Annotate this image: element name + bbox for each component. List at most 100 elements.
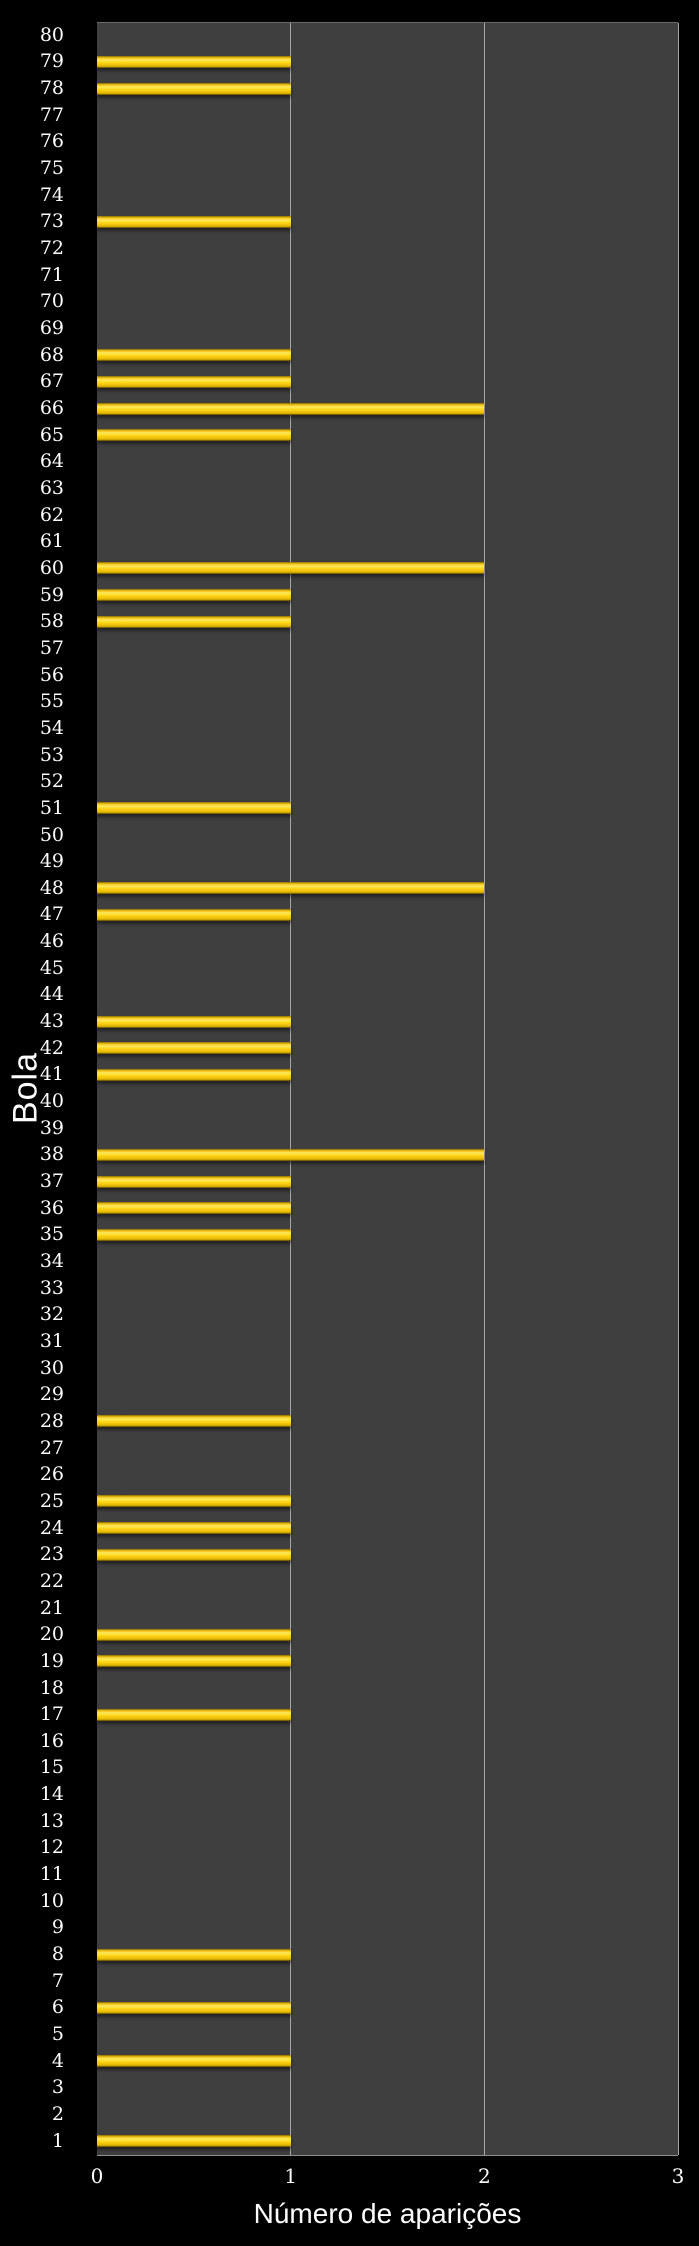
bar-area [97, 1115, 678, 1142]
bar-area [97, 1541, 678, 1568]
y-tick-label: 24 [39, 1516, 64, 1539]
y-tick-label: 34 [39, 1250, 64, 1273]
bar-area [97, 1381, 678, 1408]
chart-row: 21 [0, 1595, 699, 1622]
chart-row: 69 [0, 315, 699, 342]
chart-row: 64 [0, 449, 699, 476]
y-tick-label: 73 [39, 210, 64, 233]
y-tick-label: 31 [39, 1329, 64, 1352]
bar-area [97, 129, 678, 156]
bar-area [97, 582, 678, 609]
bar-area [97, 1515, 678, 1542]
bar-ball-35 [97, 1228, 291, 1241]
y-tick-label: 50 [39, 823, 64, 846]
bar-area [97, 1861, 678, 1888]
bar-area [97, 1621, 678, 1648]
y-tick-label: 2 [51, 2103, 64, 2126]
chart-row: 45 [0, 955, 699, 982]
bar-ball-65 [97, 429, 291, 442]
y-tick-label: 6 [51, 1996, 64, 2019]
gridline [677, 23, 679, 2155]
y-tick-label: 56 [39, 663, 64, 686]
bar-area [97, 1808, 678, 1835]
chart-row: 36 [0, 1195, 699, 1222]
bar-area [97, 555, 678, 582]
bar-area [97, 1595, 678, 1622]
bar-area [97, 1142, 678, 1169]
bar-area [97, 502, 678, 529]
bar-area [97, 1968, 678, 1995]
chart-row: 22 [0, 1568, 699, 1595]
gridline [483, 23, 485, 2155]
chart-row: 73 [0, 209, 699, 236]
bar-area [97, 1328, 678, 1355]
chart-row: 42 [0, 1035, 699, 1062]
chart-row: 76 [0, 129, 699, 156]
bar-ball-36 [97, 1202, 291, 1215]
y-tick-label: 16 [39, 1729, 64, 1752]
chart-row: 41 [0, 1062, 699, 1089]
x-tick-label: 3 [671, 2164, 685, 2188]
chart-row: 79 [0, 49, 699, 76]
y-tick-label: 68 [39, 343, 64, 366]
bar-area [97, 1088, 678, 1115]
y-tick-label: 32 [39, 1303, 64, 1326]
bar-area [97, 1915, 678, 1942]
y-tick-label: 64 [39, 450, 64, 473]
bar-ball-6 [97, 2001, 291, 2014]
bar-area [97, 1248, 678, 1275]
chart-row: 17 [0, 1701, 699, 1728]
y-tick-label: 61 [39, 530, 64, 553]
chart-row: 52 [0, 768, 699, 795]
chart-row: 46 [0, 928, 699, 955]
chart-row: 2 [0, 2101, 699, 2128]
bar-ball-78 [97, 82, 291, 95]
bar-area [97, 1675, 678, 1702]
chart-row: 61 [0, 528, 699, 555]
chart-row: 48 [0, 875, 699, 902]
bar-area [97, 1355, 678, 1382]
chart-row: 19 [0, 1648, 699, 1675]
bar-area [97, 395, 678, 422]
bar-area [97, 449, 678, 476]
y-tick-label: 28 [39, 1409, 64, 1432]
bar-ball-43 [97, 1015, 291, 1028]
y-tick-label: 42 [39, 1036, 64, 1059]
chart-row: 67 [0, 369, 699, 396]
chart-row: 1 [0, 2128, 699, 2155]
bar-area [97, 22, 678, 49]
chart-row: 15 [0, 1755, 699, 1782]
bar-area [97, 422, 678, 449]
bar-area [97, 1755, 678, 1782]
bar-area [97, 2075, 678, 2102]
bar-area [97, 635, 678, 662]
x-axis-title: Número de aparições [253, 2198, 522, 2229]
bar-ball-58 [97, 615, 291, 628]
y-tick-label: 29 [39, 1383, 64, 1406]
y-tick-label: 17 [39, 1703, 64, 1726]
bar-area [97, 1035, 678, 1062]
bar-ball-68 [97, 349, 291, 362]
bar-area [97, 768, 678, 795]
bar-area [97, 608, 678, 635]
bar-area [97, 2048, 678, 2075]
bar-area [97, 1995, 678, 2022]
x-tick-label: 1 [284, 2164, 298, 2188]
y-tick-label: 79 [39, 50, 64, 73]
chart-row: 27 [0, 1435, 699, 1462]
y-tick-label: 40 [39, 1090, 64, 1113]
bar-area [97, 1062, 678, 1089]
bar-ball-37 [97, 1175, 291, 1188]
y-tick-label: 3 [51, 2076, 64, 2099]
chart-row: 8 [0, 1941, 699, 1968]
bar-ball-73 [97, 215, 291, 228]
bar-ball-41 [97, 1068, 291, 1081]
chart-row: 54 [0, 715, 699, 742]
y-tick-label: 55 [39, 690, 64, 713]
bar-ball-28 [97, 1415, 291, 1428]
bar-ball-48 [97, 882, 485, 895]
bar-area [97, 822, 678, 849]
bar-area [97, 2128, 678, 2155]
chart-row: 40 [0, 1088, 699, 1115]
